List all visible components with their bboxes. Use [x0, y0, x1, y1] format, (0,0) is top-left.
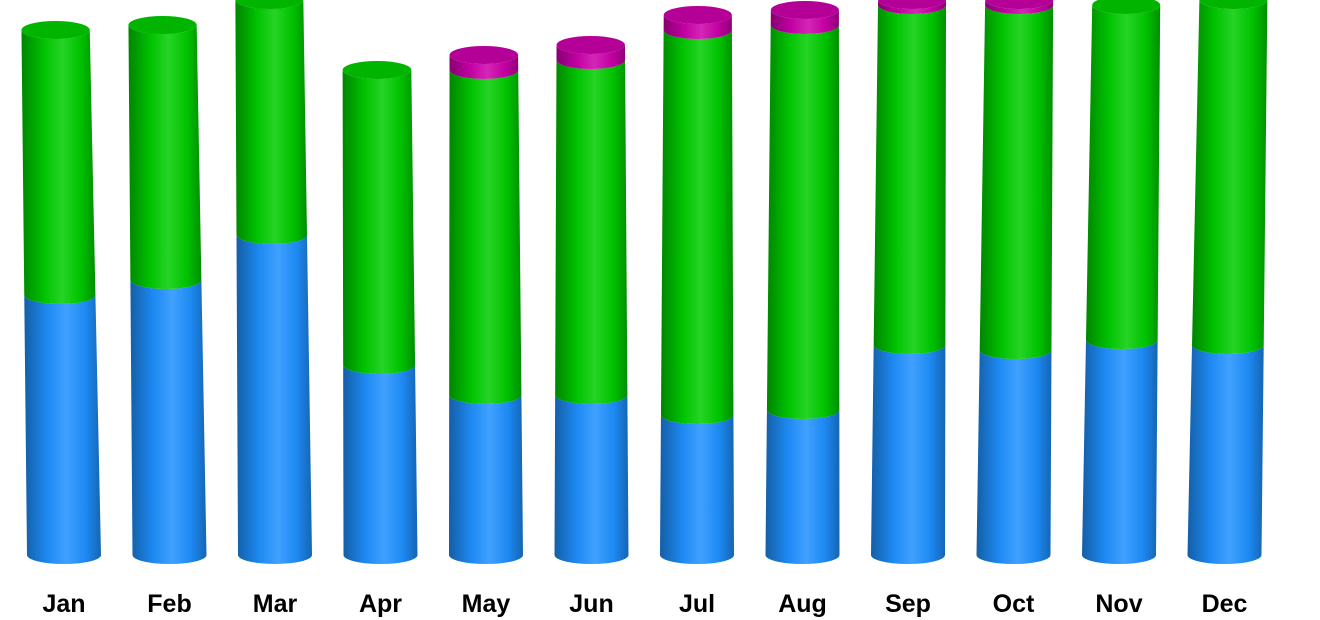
bars-layer [21, 0, 1268, 564]
tick-label-nov: Nov [1095, 590, 1142, 618]
cap-mar [235, 0, 304, 9]
tick-label-sep: Sep [885, 590, 931, 618]
segment-apr-1 [342, 70, 416, 374]
segment-sep-0 [871, 345, 946, 564]
cap-may [449, 46, 519, 64]
bar-nov [1082, 0, 1161, 564]
segment-sep-1 [873, 5, 946, 354]
bar-oct [976, 0, 1054, 564]
bar-dec [1187, 0, 1268, 564]
segment-jul-0 [660, 415, 734, 564]
segment-dec-0 [1187, 345, 1264, 564]
segment-oct-1 [979, 5, 1054, 360]
segment-jan-1 [21, 30, 96, 304]
cap-sep [878, 0, 946, 9]
segment-jun-0 [554, 395, 629, 564]
tick-label-feb: Feb [147, 590, 191, 618]
cap-nov [1092, 0, 1161, 14]
bar-jul [660, 6, 734, 564]
tick-label-oct: Oct [993, 590, 1035, 618]
tick-label-mar: Mar [253, 590, 298, 618]
segment-feb-1 [128, 25, 202, 289]
segment-jul-2 [663, 15, 732, 40]
segment-mar-1 [235, 0, 307, 244]
tick-label-dec: Dec [1202, 590, 1248, 618]
cap-aug [770, 1, 839, 19]
tick-label-jun: Jun [569, 590, 613, 618]
segment-feb-0 [130, 280, 207, 564]
cap-jan [21, 21, 90, 39]
segment-jun-2 [556, 45, 626, 70]
bar-may [449, 46, 523, 564]
segment-dec-1 [1192, 0, 1268, 354]
tick-label-jan: Jan [42, 590, 85, 618]
tick-label-jul: Jul [679, 590, 715, 618]
bar-aug [765, 1, 840, 564]
segment-apr-0 [343, 365, 418, 564]
bar-sep [871, 0, 947, 564]
cap-dec [1199, 0, 1268, 9]
segment-may-1 [449, 70, 522, 404]
segment-sep-2 [878, 0, 947, 14]
bar-jan [21, 21, 102, 564]
bar-mar [235, 0, 312, 564]
tick-label-aug: Aug [778, 590, 827, 618]
segment-jan-0 [24, 295, 102, 564]
segment-oct-0 [976, 350, 1052, 564]
segment-oct-2 [985, 0, 1054, 14]
segment-may-0 [449, 395, 523, 564]
bar-jun [554, 36, 629, 564]
segment-nov-0 [1082, 340, 1158, 564]
cap-jun [556, 36, 625, 54]
tick-label-may: May [462, 590, 511, 618]
cap-feb [128, 16, 197, 34]
segment-aug-1 [766, 25, 840, 419]
cap-oct [985, 0, 1054, 9]
segment-jun-1 [555, 60, 628, 404]
segment-may-2 [449, 55, 519, 79]
bar-feb [128, 16, 207, 564]
segment-aug-0 [765, 410, 840, 564]
tick-labels-layer: Jan Feb Mar Apr May Jun Jul Aug Sep Oct Nov Dec [42, 590, 1247, 618]
segment-nov-1 [1085, 5, 1161, 349]
tick-label-apr: Apr [359, 590, 402, 618]
segment-jul-1 [660, 30, 734, 424]
cap-apr [342, 61, 412, 79]
segment-mar-0 [236, 235, 312, 564]
cap-jul [663, 6, 732, 24]
segment-aug-2 [770, 10, 839, 34]
bar-apr [342, 61, 418, 564]
